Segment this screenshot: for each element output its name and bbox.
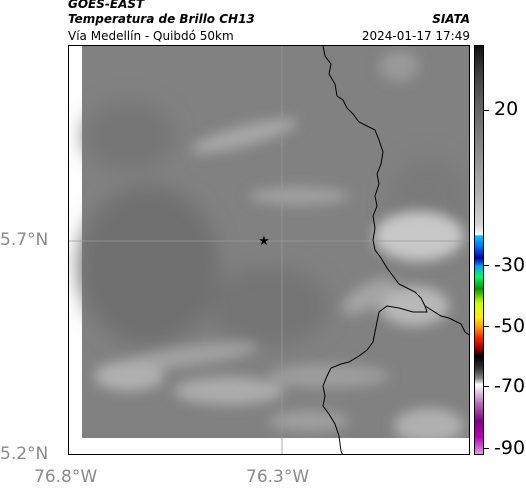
colorbar-tick [484, 386, 489, 387]
colorbar-label: -50 [494, 315, 526, 337]
department-border [322, 46, 428, 454]
map-canvas: ★ [69, 46, 469, 454]
star-icon[interactable]: ★ [258, 234, 270, 249]
lon-label-1: 76.8°W [34, 467, 98, 487]
cloud-bands [94, 51, 464, 444]
colorbar [474, 45, 484, 455]
lat-label-1: 5.7°N [0, 230, 49, 250]
warm-areas [79, 101, 469, 346]
colorbar-tick [484, 448, 489, 449]
satellite-label: GOES-EAST [68, 0, 145, 11]
colorbar-tick [484, 326, 489, 327]
lon-label-2: 76.3°W [246, 467, 310, 487]
satellite-map[interactable]: ★ [68, 45, 470, 455]
colorbar-tick [484, 265, 489, 266]
product-title: Temperatura de Brillo CH13 [68, 12, 255, 26]
lat-label-2: 5.2°N [0, 444, 49, 464]
colorbar-label: 20 [494, 98, 519, 120]
colorbar-label: -70 [494, 375, 526, 397]
brand-label: SIATA [432, 12, 470, 26]
colorbar-tick [484, 110, 489, 111]
datetime-label: 2024-01-17 17:49 [361, 29, 470, 43]
colorbar-label: -30 [494, 254, 526, 276]
region-label: Vía Medellín - Quibdó 50km [68, 29, 234, 43]
colorbar-label: -90 [494, 437, 526, 459]
